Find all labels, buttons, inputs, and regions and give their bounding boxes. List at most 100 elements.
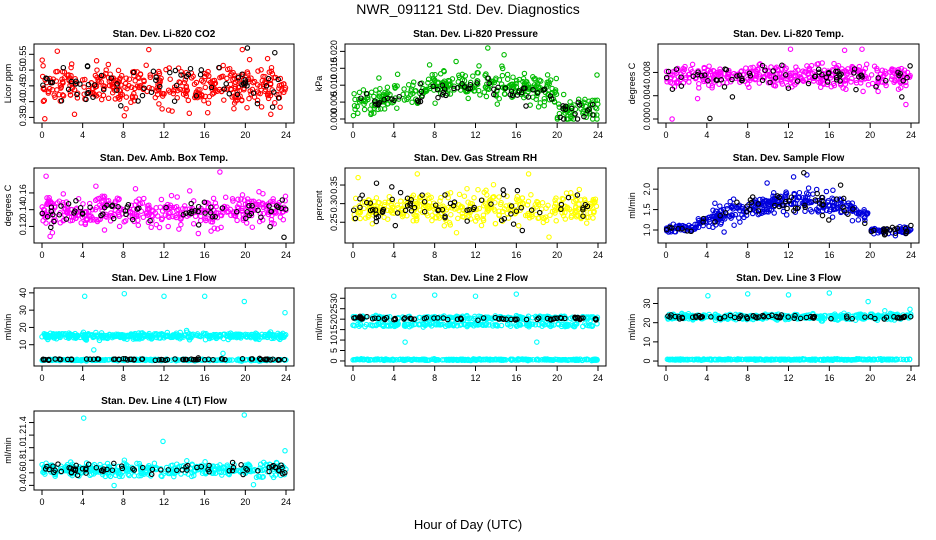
data-point: [391, 293, 397, 299]
data-point: [472, 293, 479, 299]
y-tick-label: 0: [642, 359, 652, 364]
data-point: [171, 98, 178, 104]
data-point: [590, 112, 596, 118]
data-point: [268, 111, 274, 118]
data-point: [204, 109, 211, 116]
data-point: [794, 78, 801, 84]
data-point: [678, 83, 685, 89]
data-point: [139, 92, 146, 99]
data-point: [161, 293, 167, 300]
data-point: [706, 214, 712, 221]
data-point: [249, 200, 256, 206]
data-point: [141, 78, 147, 85]
data-point: [135, 98, 141, 104]
data-point: [93, 183, 99, 189]
data-point: [547, 77, 554, 83]
data-point: [394, 71, 401, 78]
data-point: [208, 204, 214, 211]
data-point: [41, 97, 48, 104]
data-point: [531, 76, 537, 82]
data-point: [193, 79, 200, 86]
data-point: [246, 56, 253, 63]
data-point: [501, 216, 508, 222]
data-point: [563, 103, 569, 109]
data-point: [552, 200, 559, 207]
y-tick-label: 0.45: [18, 77, 28, 95]
data-point: [862, 217, 868, 224]
data-point: [384, 95, 391, 102]
data-point: [525, 198, 532, 205]
data-point: [752, 76, 759, 82]
data-point: [183, 73, 190, 80]
y-axis-label: ml/min: [3, 314, 13, 341]
data-point: [502, 85, 509, 91]
y-tick-label: 10: [329, 335, 339, 345]
data-point: [557, 114, 563, 121]
y-tick-label: 0.12: [18, 218, 28, 236]
data-point: [239, 46, 246, 53]
panel-title: Stan. Dev. Line 2 Flow: [423, 273, 528, 284]
data-point: [394, 105, 400, 111]
data-point: [547, 93, 554, 99]
data-point: [442, 192, 448, 198]
data-point: [196, 92, 203, 98]
data-point: [552, 210, 558, 216]
data-point: [787, 46, 794, 52]
data-point: [498, 199, 504, 206]
data-point: [417, 98, 424, 105]
data-point: [159, 106, 165, 112]
data-point: [103, 211, 109, 218]
y-tick-label: 0.000: [329, 108, 339, 131]
data-point: [790, 174, 797, 180]
data-point: [358, 97, 364, 104]
data-point: [478, 197, 485, 203]
data-point: [582, 96, 588, 103]
data-point: [169, 108, 175, 114]
data-point: [350, 207, 357, 213]
x-tick-label: 24: [906, 373, 916, 383]
data-point: [759, 62, 766, 69]
x-tick-label: 8: [432, 130, 437, 140]
data-point: [490, 181, 497, 188]
data-point: [258, 214, 264, 220]
data-point: [71, 111, 78, 118]
data-point: [478, 222, 485, 229]
x-tick-label: 20: [240, 250, 250, 260]
data-point: [434, 86, 441, 93]
data-point: [723, 66, 730, 73]
data-point: [826, 290, 833, 296]
data-point: [569, 105, 575, 112]
data-point: [456, 191, 463, 198]
plot-frame: [33, 287, 295, 367]
data-point: [400, 91, 406, 98]
data-point: [266, 203, 272, 209]
x-tick-label: 4: [391, 250, 396, 260]
data-point: [510, 81, 516, 88]
data-point: [239, 205, 245, 212]
data-point: [235, 196, 241, 203]
data-point: [516, 88, 522, 94]
data-point: [255, 68, 261, 74]
data-point: [201, 199, 208, 205]
x-tick-label: 24: [593, 130, 603, 140]
data-point: [480, 217, 487, 224]
data-point: [373, 218, 380, 225]
data-point: [480, 212, 487, 219]
data-point: [785, 76, 791, 82]
panel-4: Stan. Dev. Amb. Box Temp.degrees C0 4 8 12 1…: [3, 153, 295, 260]
data-point: [458, 203, 464, 210]
data-point: [411, 204, 418, 211]
data-point: [165, 107, 172, 113]
y-tick-label: 10: [642, 337, 652, 347]
data-point: [103, 67, 109, 73]
data-point: [891, 226, 898, 233]
data-point: [450, 202, 457, 209]
data-point: [492, 208, 498, 214]
data-point: [580, 213, 586, 219]
data-point: [389, 196, 395, 203]
data-point: [739, 206, 746, 212]
data-point: [98, 212, 104, 219]
data-point: [265, 75, 272, 82]
